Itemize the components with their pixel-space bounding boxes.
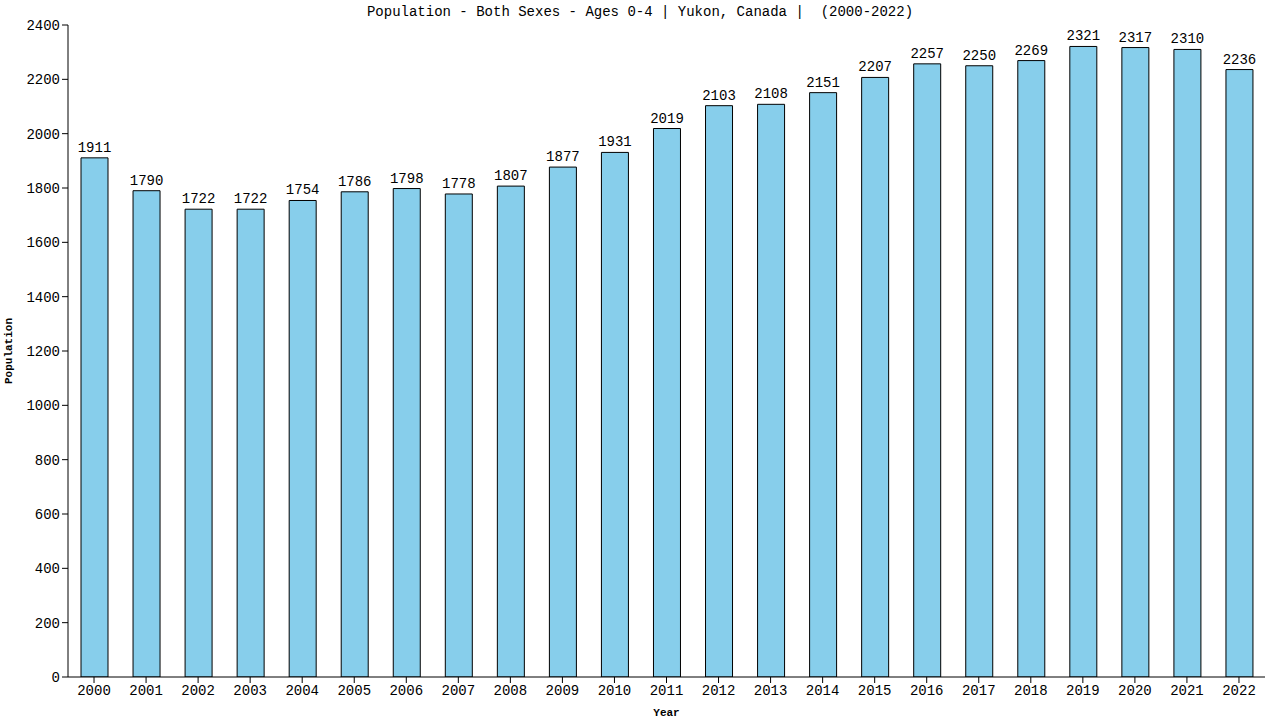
svg-text:2011: 2011 xyxy=(650,683,684,699)
svg-text:2009: 2009 xyxy=(546,683,580,699)
svg-text:800: 800 xyxy=(35,453,60,469)
svg-text:2020: 2020 xyxy=(1118,683,1152,699)
svg-text:2002: 2002 xyxy=(181,683,215,699)
svg-text:1754: 1754 xyxy=(286,182,320,198)
svg-text:Year: Year xyxy=(653,707,679,719)
svg-text:2236: 2236 xyxy=(1223,52,1257,68)
svg-text:2317: 2317 xyxy=(1119,30,1153,46)
svg-text:2321: 2321 xyxy=(1067,28,1101,44)
svg-text:1722: 1722 xyxy=(182,191,216,207)
svg-text:2004: 2004 xyxy=(285,683,319,699)
svg-text:2007: 2007 xyxy=(442,683,476,699)
svg-text:0: 0 xyxy=(52,670,60,686)
svg-text:2250: 2250 xyxy=(962,48,996,64)
svg-text:2001: 2001 xyxy=(129,683,163,699)
svg-text:2269: 2269 xyxy=(1014,43,1048,59)
svg-text:2022: 2022 xyxy=(1222,683,1256,699)
svg-text:600: 600 xyxy=(35,507,60,523)
svg-text:2003: 2003 xyxy=(233,683,267,699)
svg-text:1790: 1790 xyxy=(130,173,164,189)
svg-text:2014: 2014 xyxy=(806,683,840,699)
svg-text:Population: Population xyxy=(8,318,15,384)
svg-text:1877: 1877 xyxy=(546,149,580,165)
svg-text:1600: 1600 xyxy=(26,235,60,251)
svg-text:2103: 2103 xyxy=(702,88,736,104)
svg-text:2257: 2257 xyxy=(910,46,944,62)
svg-text:2019: 2019 xyxy=(1066,683,1100,699)
svg-text:200: 200 xyxy=(35,616,60,632)
svg-text:2108: 2108 xyxy=(754,86,788,102)
svg-text:2151: 2151 xyxy=(806,75,840,91)
svg-text:2000: 2000 xyxy=(26,127,60,143)
svg-text:2000: 2000 xyxy=(77,683,111,699)
svg-text:2005: 2005 xyxy=(337,683,371,699)
svg-text:2200: 2200 xyxy=(26,72,60,88)
svg-text:2008: 2008 xyxy=(494,683,528,699)
svg-text:1800: 1800 xyxy=(26,181,60,197)
svg-text:400: 400 xyxy=(35,561,60,577)
svg-text:1786: 1786 xyxy=(338,174,372,190)
svg-text:1400: 1400 xyxy=(26,290,60,306)
svg-text:2013: 2013 xyxy=(754,683,788,699)
svg-text:2400: 2400 xyxy=(26,18,60,34)
svg-text:2012: 2012 xyxy=(702,683,736,699)
svg-text:1722: 1722 xyxy=(234,191,268,207)
svg-text:2207: 2207 xyxy=(858,59,892,75)
svg-text:1911: 1911 xyxy=(78,140,112,156)
svg-text:1778: 1778 xyxy=(442,176,476,192)
svg-text:2015: 2015 xyxy=(858,683,892,699)
html-text:Population - Both Sexes - Ages: Population - Both Sexes - Ages 0-4 | Yuk… xyxy=(367,4,913,20)
svg-text:1798: 1798 xyxy=(390,171,424,187)
svg-text:2006: 2006 xyxy=(389,683,423,699)
svg-text:2017: 2017 xyxy=(962,683,996,699)
svg-text:1000: 1000 xyxy=(26,398,60,414)
svg-text:2016: 2016 xyxy=(910,683,944,699)
svg-text:2021: 2021 xyxy=(1170,683,1204,699)
svg-text:1200: 1200 xyxy=(26,344,60,360)
svg-text:2019: 2019 xyxy=(650,111,684,127)
svg-text:2018: 2018 xyxy=(1014,683,1048,699)
svg-text:2010: 2010 xyxy=(598,683,632,699)
svg-text:2310: 2310 xyxy=(1171,31,1205,47)
svg-text:1807: 1807 xyxy=(494,168,528,184)
svg-text:1931: 1931 xyxy=(598,134,632,150)
